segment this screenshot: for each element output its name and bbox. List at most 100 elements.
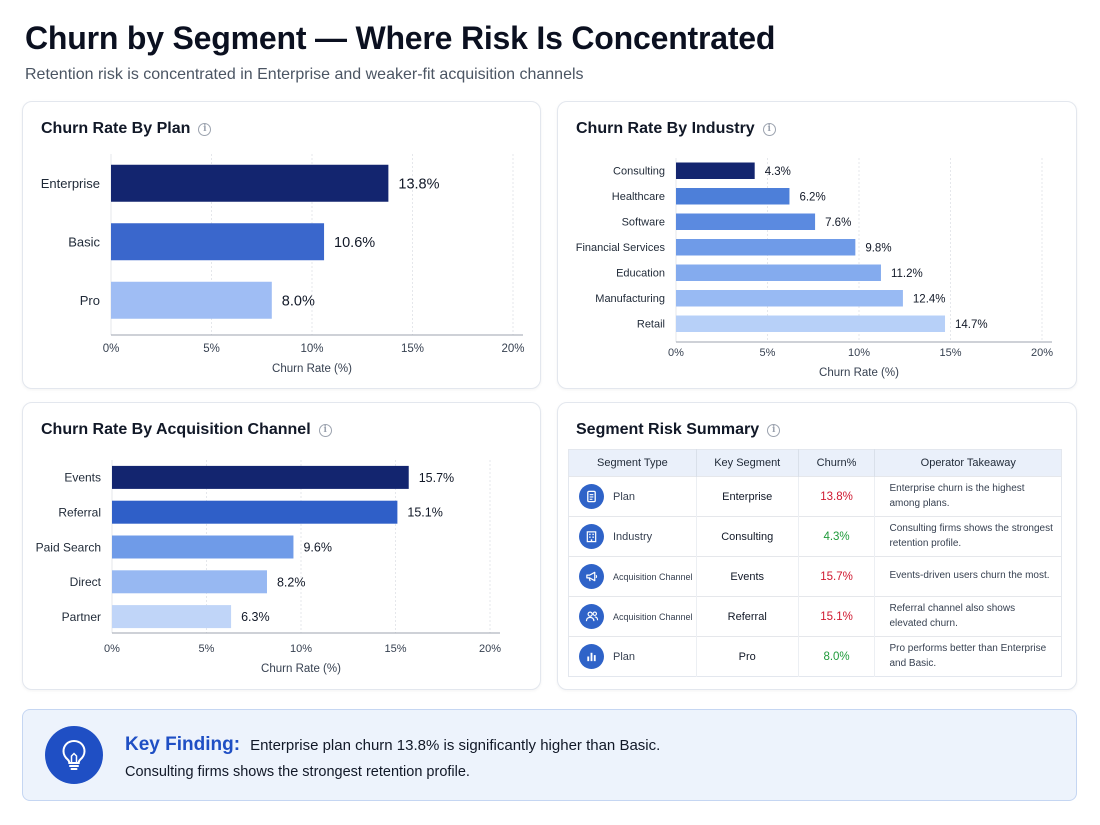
channel-chart-card: Churn Rate By Acquisition Channel i Even… [22,402,541,690]
industry-chart-header: Churn Rate By Industry i [576,120,776,138]
bar[interactable] [111,164,389,202]
category-label: Financial Services [576,242,666,254]
summary-table: Segment Type Key Segment Churn% Operator… [568,449,1062,677]
category-label: Software [622,217,665,229]
segment-type-cell: Plan [568,636,697,677]
finding-text-secondary: Consulting firms shows the strongest ret… [125,764,470,780]
page-subtitle: Retention risk is concentrated in Enterp… [25,66,584,83]
segment-type: Plan [613,490,636,503]
data-label: 11.2% [891,268,923,280]
key-segment: Consulting [696,516,799,557]
x-axis-label: Churn Rate (%) [261,663,341,675]
industry-chart: Consulting 4.3% Healthcare 6.2% Software 7.6%… [576,158,1053,379]
key-segment: Referral [696,596,799,637]
plan-chart-card: Churn Rate By Plan i Enterprise 13.8% Basi… [22,101,541,389]
bar[interactable] [676,264,881,282]
tick-label: 15% [384,643,406,655]
churn-value: 4.3% [798,516,876,557]
data-label: 10.6% [334,235,375,251]
tick-label: 5% [199,643,215,655]
industry-chart-title: Churn Rate By Industry [576,120,755,137]
bar[interactable] [111,223,325,261]
x-axis-label: Churn Rate (%) [272,363,352,375]
page-title: Churn by Segment — Where Risk Is Concent… [25,20,776,56]
channel-chart-header: Churn Rate By Acquisition Channel i [41,421,332,439]
key-segment: Events [696,556,799,597]
summary-header: Segment Risk Summary i [576,421,781,439]
bar[interactable] [676,239,856,256]
lightbulb-icon [45,726,103,784]
finding-headline: Key Finding: Enterprise plan churn 13.8%… [125,734,660,756]
operator-takeaway: Pro performs better than Enterprise and … [874,636,1062,677]
info-icon[interactable]: i [767,423,781,437]
data-label: 8.0% [282,293,315,309]
tick-label: 10% [300,343,323,355]
summary-card: Segment Risk Summary i Segment Type Key … [557,402,1077,690]
info-icon[interactable]: i [762,122,776,136]
table-row: Plan Pro 8.0% Pro performs better than E… [568,636,1062,677]
bar[interactable] [676,213,816,231]
category-label: Healthcare [612,191,665,203]
tick-label: 15% [939,347,961,359]
operator-takeaway: Enterprise churn is the highest among pl… [874,476,1062,517]
info-icon[interactable]: i [198,122,212,136]
bar[interactable] [676,290,903,307]
bar[interactable] [112,535,294,559]
info-icon[interactable]: i [318,423,332,437]
bar[interactable] [112,500,398,524]
category-label: Pro [80,293,100,308]
data-label: 12.4% [913,293,946,305]
bar[interactable] [676,188,790,205]
channel-chart-title: Churn Rate By Acquisition Channel [41,421,311,438]
bar[interactable] [111,281,272,319]
key-finding-panel: Key Finding: Enterprise plan churn 13.8%… [22,709,1077,801]
data-label: 13.8% [398,176,439,192]
data-label: 4.3% [765,166,791,178]
table-row: Industry Consulting 4.3% Consulting firm… [568,516,1062,557]
churn-value: 15.7% [798,556,876,597]
operator-takeaway: Consulting firms shows the strongest ret… [874,516,1062,557]
bar[interactable] [112,465,409,489]
tick-label: 5% [760,347,776,359]
tick-label: 10% [290,643,312,655]
finding-text: Enterprise plan churn 13.8% is significa… [250,737,661,754]
data-label: 6.2% [799,191,825,203]
bar[interactable] [112,605,232,629]
churn-value: 15.1% [798,596,876,637]
segment-type-cell: Acquisition Channel [568,556,697,597]
operator-takeaway: Events-driven users churn the most. [874,556,1062,597]
data-label: 7.6% [825,217,851,229]
category-label: Direct [70,575,102,589]
industry-chart-card: Churn Rate By Industry i Consulting 4.3% H… [557,101,1077,389]
document-icon [579,484,604,509]
tick-label: 20% [479,643,501,655]
column-header: Operator Takeaway [874,449,1062,477]
summary-title: Segment Risk Summary [576,421,760,438]
segment-type-cell: Industry [568,516,697,557]
column-header: Key Segment [696,449,799,477]
x-axis-label: Churn Rate (%) [819,367,899,379]
data-label: 14.7% [955,319,988,331]
category-label: Partner [62,610,101,624]
bar[interactable] [112,570,267,594]
segment-type: Plan [613,650,636,663]
key-segment: Pro [696,636,799,677]
megaphone-icon [579,564,604,589]
segment-type: Acquisition Channel [613,611,693,622]
bar[interactable] [676,162,755,180]
category-label: Consulting [613,166,665,178]
churn-value: 8.0% [798,636,876,677]
segment-type: Industry [613,530,653,543]
plan-chart-title: Churn Rate By Plan [41,120,191,137]
data-label: 8.2% [277,575,306,589]
category-label: Education [616,268,665,280]
data-label: 15.7% [419,471,454,485]
bar[interactable] [676,315,946,333]
tick-label: 0% [103,343,120,355]
column-header: Segment Type [568,449,697,477]
bar-chart-icon [579,644,604,669]
category-label: Referral [58,506,101,520]
data-label: 6.3% [241,610,270,624]
data-label: 9.6% [303,541,332,555]
plan-chart-header: Churn Rate By Plan i [41,120,212,138]
